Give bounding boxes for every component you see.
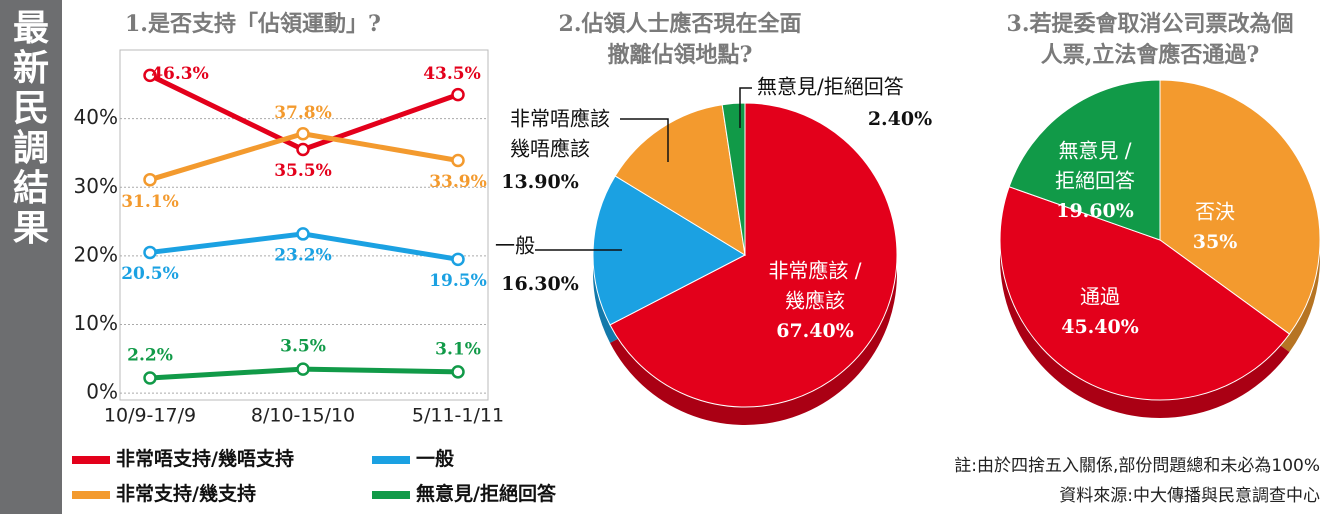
banner-char: 調 xyxy=(13,128,49,169)
point xyxy=(143,68,157,83)
point xyxy=(143,245,157,260)
pie-slice xyxy=(614,104,746,256)
point xyxy=(451,252,465,267)
data-label: 19.5% xyxy=(429,271,487,291)
point xyxy=(143,371,157,385)
data-label: 20.5% xyxy=(121,264,179,284)
data-label: 23.2% xyxy=(274,245,332,265)
pie-slice xyxy=(609,102,898,408)
y-tick-label: 0% xyxy=(86,380,118,404)
legend-swatch xyxy=(72,491,110,499)
slice-value: 19.60% xyxy=(1056,200,1134,222)
banner-char: 民 xyxy=(13,88,49,129)
x-tick-label: 5/11-1/11 xyxy=(412,405,504,427)
chart-title: 1.是否支持「佔領運動」? xyxy=(125,11,381,37)
point xyxy=(143,172,157,187)
point xyxy=(296,362,310,376)
slice-label: 否決 xyxy=(1195,200,1235,224)
point xyxy=(296,227,310,241)
pie-slice xyxy=(999,186,1291,401)
chart-title: 人票,立法會應否通過? xyxy=(1041,42,1260,68)
legend-swatch xyxy=(372,491,410,499)
source: 資料來源:中大傳播與民意調查中心 xyxy=(1059,486,1320,506)
slice-value: 13.90% xyxy=(501,171,579,193)
banner-char: 果 xyxy=(13,208,49,249)
x-tick-label: 8/10-15/10 xyxy=(251,405,355,427)
chart-title: 3.若提委會取消公司票改為個 xyxy=(1007,11,1294,37)
slice-value: 35% xyxy=(1193,231,1238,253)
y-tick-label: 10% xyxy=(74,311,118,335)
chart-title: 撤離佔領地點? xyxy=(608,42,753,68)
pie-slice xyxy=(1008,79,1161,241)
slice-label: 非常唔應該 xyxy=(510,107,610,131)
data-label: 46.3% xyxy=(151,64,209,84)
data-label: 31.1% xyxy=(121,192,179,212)
x-tick-label: 10/9-17/9 xyxy=(104,405,196,427)
slice-label: 一般 xyxy=(495,234,535,258)
data-label: 3.5% xyxy=(280,337,326,357)
point xyxy=(296,126,310,141)
slice-label: 拒絕回答 xyxy=(1055,169,1135,193)
legend-swatch xyxy=(72,456,110,464)
point xyxy=(451,153,465,168)
banner: 最新民調結果 xyxy=(13,8,49,249)
leader-line xyxy=(739,87,752,128)
data-label: 37.8% xyxy=(274,103,332,123)
point xyxy=(296,142,310,157)
legend-label: 無意見/拒絕回答 xyxy=(416,482,557,505)
pie-slice xyxy=(721,102,746,256)
slice-label: 無意見/拒絕回答 xyxy=(757,75,904,99)
banner-bg xyxy=(0,0,62,514)
y-tick-label: 30% xyxy=(74,174,118,198)
legend-label: 非常唔支持/幾唔支持 xyxy=(116,447,294,470)
y-tick-label: 20% xyxy=(74,242,118,266)
slice-value: 67.40% xyxy=(776,320,854,342)
data-label: 2.2% xyxy=(127,346,173,366)
banner-char: 新 xyxy=(13,48,49,89)
chart-title: 2.佔領人士應否現在全面 xyxy=(559,11,802,37)
legend-label: 非常支持/幾支持 xyxy=(116,482,256,505)
slice-label: 幾唔應該 xyxy=(510,137,590,161)
slice-value: 2.40% xyxy=(868,108,932,130)
slice-value: 45.40% xyxy=(1061,316,1139,338)
banner-char: 最 xyxy=(13,8,49,49)
pie-slice xyxy=(1159,79,1321,335)
legend-label: 一般 xyxy=(416,447,454,470)
data-label: 33.9% xyxy=(429,172,487,192)
slice-label: 非常應該 / xyxy=(768,259,861,283)
y-tick-label: 40% xyxy=(74,105,118,129)
slice-label: 通過 xyxy=(1080,285,1120,309)
point xyxy=(451,87,465,102)
leader-line xyxy=(620,118,669,162)
slice-value: 16.30% xyxy=(501,273,579,295)
data-label: 35.5% xyxy=(274,161,332,181)
banner-char: 結 xyxy=(13,168,49,209)
note: 註:由於四捨五入關係,部份問題總和未必為100% xyxy=(954,456,1320,476)
data-label: 3.1% xyxy=(435,339,481,359)
point xyxy=(451,365,465,379)
data-label: 43.5% xyxy=(423,64,481,84)
slice-label: 無意見 / xyxy=(1058,139,1131,163)
legend-swatch xyxy=(372,456,410,464)
slice-label: 幾應該 xyxy=(785,289,845,313)
